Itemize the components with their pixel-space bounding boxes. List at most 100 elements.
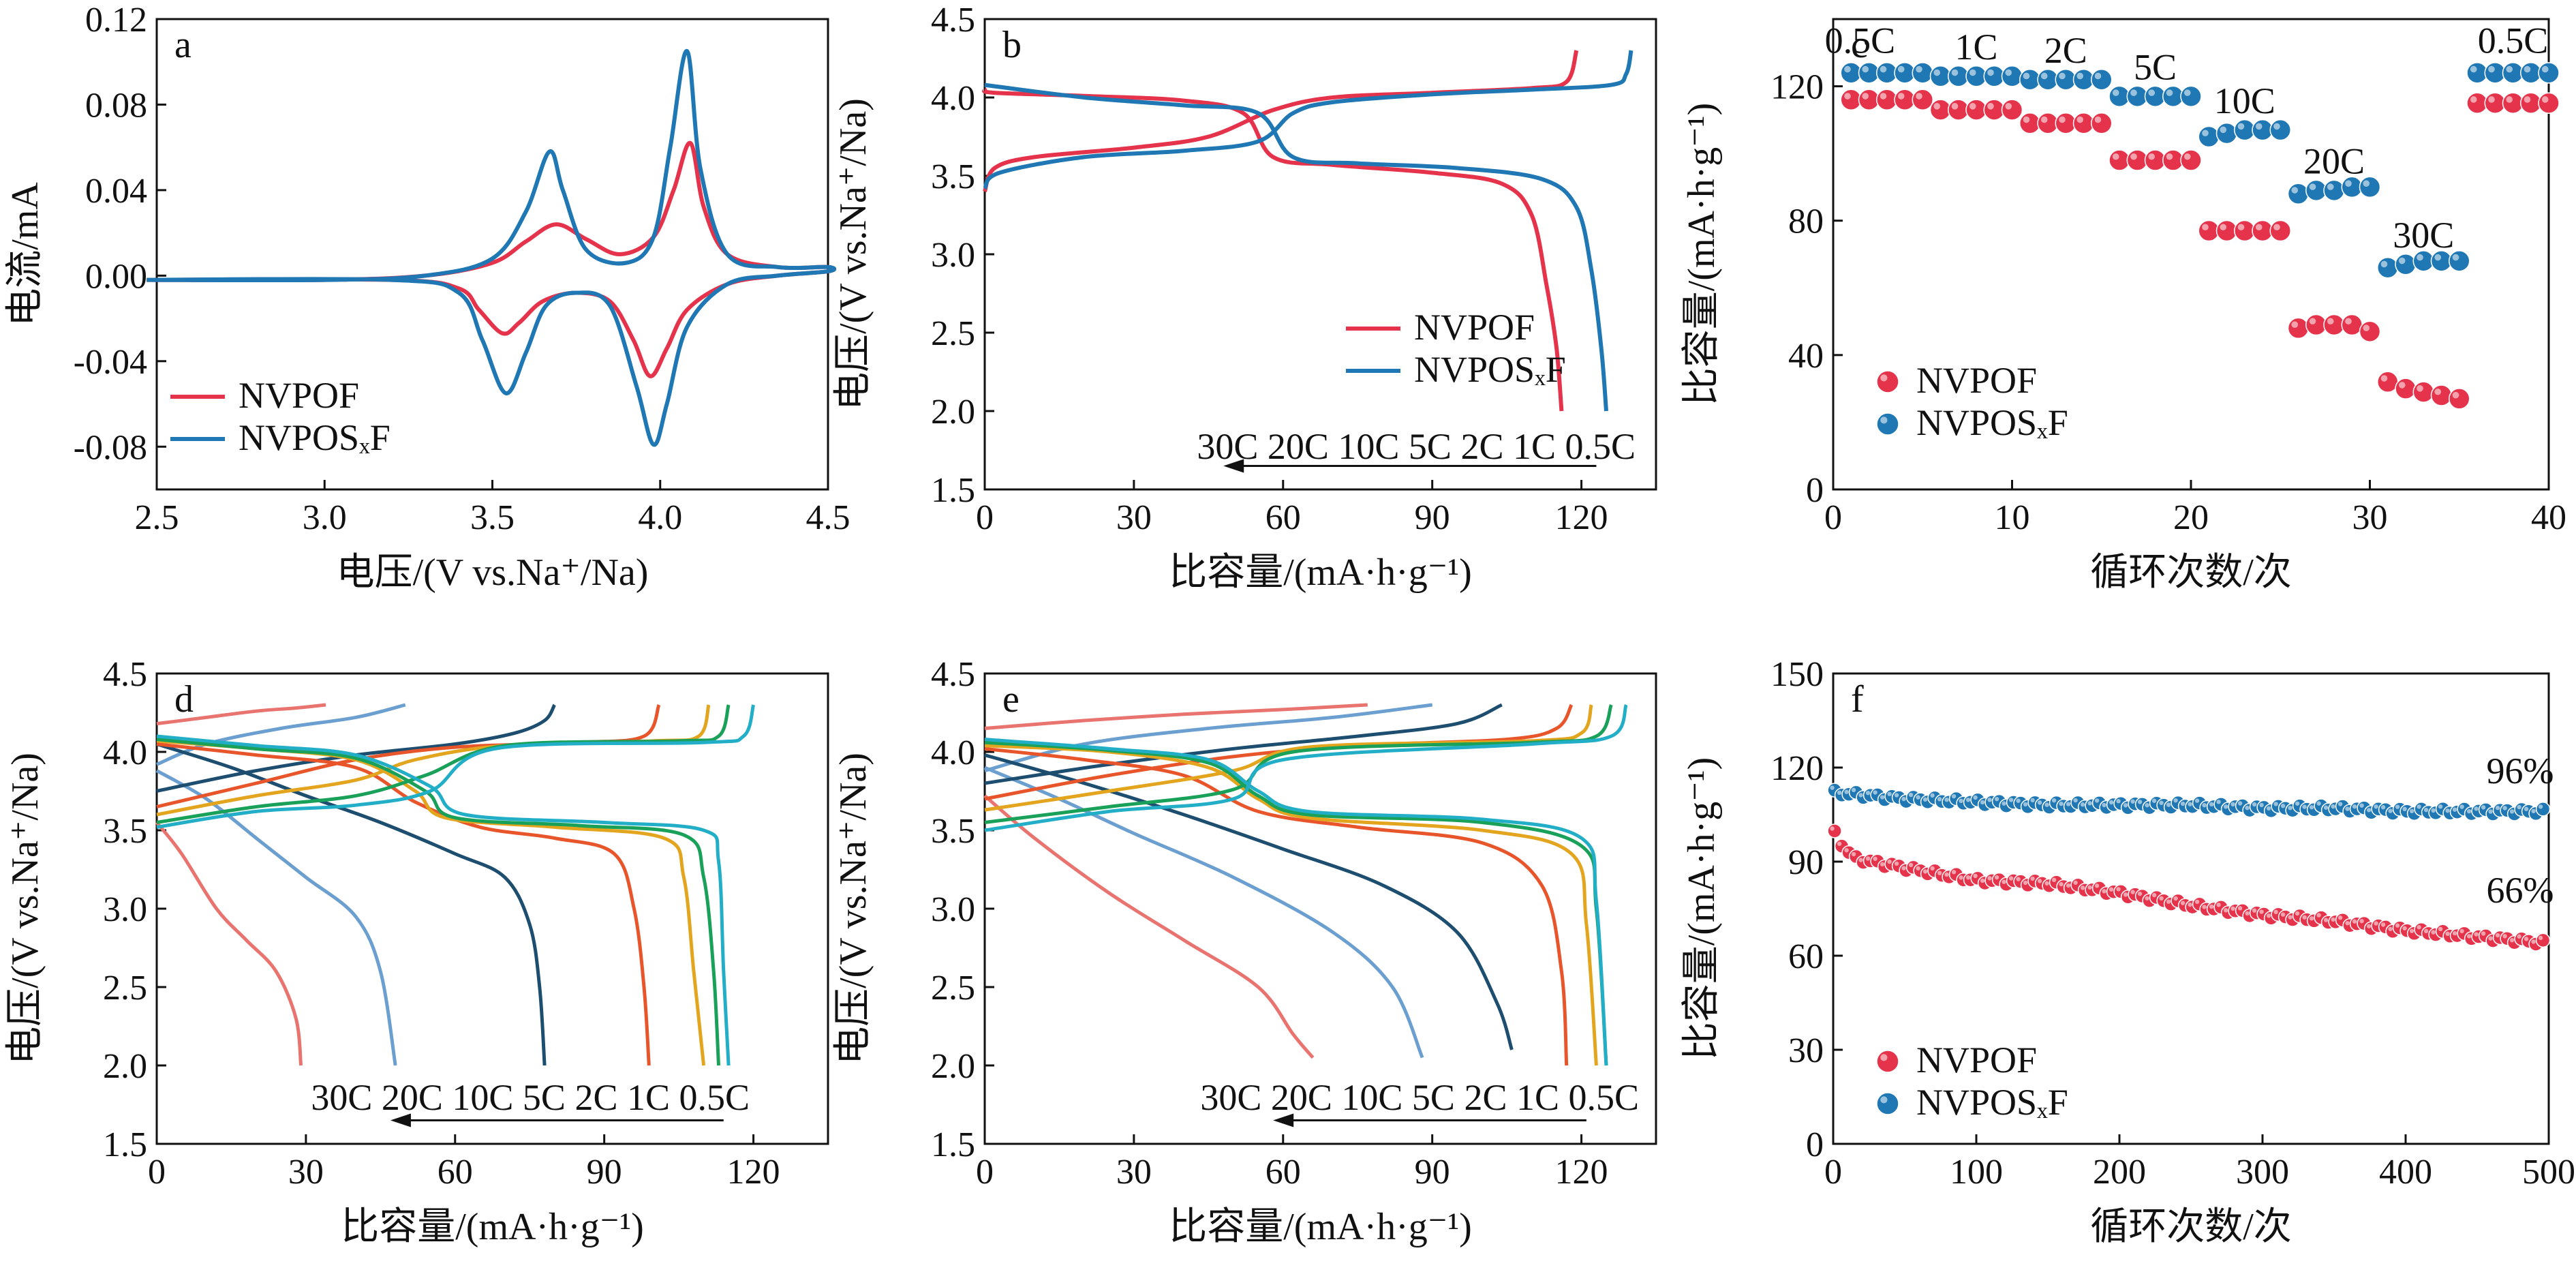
- cycle-point-nvposxf-highlight: [2030, 798, 2035, 803]
- capacity-point-nvposxf-highlight: [2541, 65, 2549, 73]
- x-axis-label: 比容量/(mA·h·g⁻¹): [1169, 551, 1472, 594]
- capacity-point-nvpof-highlight: [2040, 116, 2048, 123]
- x-tick-label: 0: [148, 1153, 166, 1192]
- cycle-point-nvpof-highlight: [2509, 938, 2515, 943]
- x-tick-label: 100: [1950, 1153, 2003, 1192]
- cycle-point-nvpof-highlight: [1930, 866, 1935, 871]
- capacity-point-nvposxf: [2215, 122, 2238, 145]
- capacity-point-nvpof-highlight: [2059, 116, 2066, 123]
- cycle-point-nvposxf-highlight: [2509, 809, 2515, 814]
- cycle-point-nvposxf-highlight: [2073, 798, 2078, 803]
- cycle-point-nvpof-highlight: [1973, 873, 1978, 879]
- x-tick-label: 30: [1116, 1153, 1152, 1192]
- y-tick-label: 4.0: [103, 733, 147, 772]
- discharge-curve-1C: [156, 738, 720, 1066]
- cycle-point-nvposxf-highlight: [2266, 806, 2271, 811]
- y-tick-label: 2.5: [931, 969, 975, 1008]
- cycle-point-nvpof-highlight: [2116, 887, 2121, 892]
- cycle-point-nvpof-highlight: [1830, 826, 1835, 831]
- cycle-point-nvposxf-highlight: [2087, 801, 2092, 806]
- cycle-point-nvposxf-highlight: [2130, 799, 2135, 804]
- x-tick-label: 4.5: [806, 498, 850, 537]
- cycle-point-nvposxf-highlight: [1937, 797, 1942, 802]
- cycle-point-nvposxf-highlight: [1987, 798, 1992, 802]
- y-tick-label: 1.5: [103, 1125, 147, 1164]
- cycle-point-nvposxf-highlight: [2109, 800, 2114, 805]
- cycle-point-nvposxf-highlight: [2180, 801, 2186, 806]
- capacity-point-nvpof-highlight: [2112, 153, 2119, 160]
- cycle-point-nvpof-highlight: [2209, 904, 2214, 909]
- cycle-point-nvpof-highlight: [2252, 908, 2257, 913]
- capacity-point-nvposxf-highlight: [2023, 72, 2030, 80]
- rate-arrow-head: [390, 1113, 411, 1127]
- cycle-point-nvposxf-highlight: [2252, 802, 2257, 807]
- discharge-curve-10C: [984, 753, 1514, 1050]
- cycle-point-nvposxf-highlight: [2259, 802, 2264, 808]
- x-tick-label: 60: [1266, 1153, 1301, 1192]
- cycle-point-nvpof-highlight: [2366, 924, 2372, 928]
- cycle-point-nvposxf-highlight: [2409, 808, 2414, 814]
- cycle-point-nvposxf-highlight: [2352, 804, 2357, 809]
- cycle-point-nvposxf-highlight: [2151, 798, 2157, 803]
- cycle-point-nvposxf-highlight: [2524, 806, 2529, 811]
- cycle-point-nvpof-highlight: [2438, 926, 2443, 932]
- rate-label: 20C: [2303, 141, 2365, 182]
- cycle-point-nvposxf-highlight: [2323, 805, 2329, 810]
- cycle-point-nvpof-highlight: [1887, 859, 1892, 864]
- cycle-point-nvpof-highlight: [2309, 916, 2314, 921]
- capacity-point-nvpof-highlight: [2237, 224, 2245, 231]
- cycle-point-nvposxf-highlight: [2008, 798, 2014, 802]
- cycle-point-nvpof-highlight: [1965, 875, 1971, 880]
- capacity-point-nvpof-highlight: [2327, 318, 2334, 325]
- cycle-point-nvpof-highlight: [2002, 879, 2006, 884]
- cycle-point-nvpof-highlight: [2466, 934, 2472, 939]
- capacity-point-nvpof-highlight: [2524, 96, 2531, 103]
- cycle-point-nvposxf-highlight: [2488, 809, 2493, 814]
- cycle-point-nvpof-highlight: [2216, 903, 2221, 907]
- legend-marker: [1876, 1092, 1899, 1115]
- cycle-point-nvpof-highlight: [2094, 883, 2100, 888]
- cycle-point-nvpof-highlight: [2194, 899, 2200, 905]
- discharge-curve-30C: [155, 821, 303, 1066]
- cycle-point-nvpof-highlight: [2374, 921, 2378, 926]
- cycle-point-nvpof-highlight: [2008, 876, 2014, 881]
- retention-label: 66%: [2487, 870, 2554, 911]
- capacity-point-nvpof-highlight: [2202, 224, 2209, 231]
- cycle-point-nvpof-highlight: [2223, 908, 2228, 913]
- capacity-point-nvpof-highlight: [2023, 116, 2030, 123]
- cycle-point-nvpof-highlight: [2495, 933, 2500, 938]
- capacity-point-nvpof-highlight: [2166, 153, 2173, 160]
- cycle-point-nvpof-highlight: [2123, 892, 2128, 897]
- cycle-point-nvpof-highlight: [2331, 917, 2335, 922]
- y-tick-label: 0: [1806, 471, 1824, 510]
- cycle-point-nvpof-highlight: [1865, 856, 1871, 861]
- capacity-point-nvpof: [2449, 388, 2470, 410]
- capacity-point-nvpof: [2430, 384, 2453, 406]
- capacity-point-nvpof-highlight: [2488, 96, 2495, 103]
- panel-letter: b: [1002, 24, 1022, 66]
- cycle-point-nvpof-highlight: [2409, 928, 2414, 933]
- cycle-point-nvposxf-highlight: [2094, 798, 2100, 803]
- x-tick-label: 0: [1824, 498, 1842, 537]
- capacity-point-nvpof-highlight: [1916, 93, 1922, 100]
- x-tick-label: 90: [1415, 498, 1450, 537]
- y-tick-label: 2.5: [103, 969, 147, 1008]
- capacity-point-nvposxf-highlight: [2470, 65, 2477, 73]
- cycle-point-nvpof-highlight: [2316, 913, 2321, 918]
- y-tick-label: 150: [1770, 655, 1824, 694]
- cycle-point-nvpof-highlight: [1908, 862, 1914, 868]
- capacity-point-nvposxf-highlight: [2524, 65, 2531, 73]
- capacity-point-nvpof-highlight: [2005, 103, 2012, 110]
- capacity-point-nvpof: [2091, 112, 2113, 134]
- y-tick-label: 0: [1806, 1125, 1824, 1164]
- x-tick-label: 30: [288, 1153, 324, 1192]
- rate-label: 2C: [2044, 30, 2087, 71]
- x-tick-label: 500: [2522, 1153, 2575, 1192]
- cycle-point-nvpof-highlight: [1959, 875, 1963, 880]
- capacity-point-nvposxf: [2001, 65, 2023, 87]
- cycle-point-nvpof-highlight: [2230, 906, 2235, 911]
- capacity-point-nvpof-highlight: [1880, 93, 1887, 100]
- x-tick-label: 3.0: [303, 498, 347, 537]
- cycle-point-nvposxf-highlight: [2337, 802, 2343, 806]
- y-tick-label: 2.5: [931, 314, 975, 353]
